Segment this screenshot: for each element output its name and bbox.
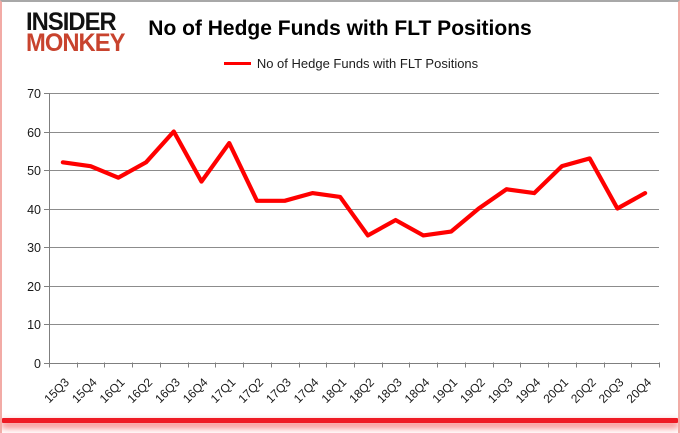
x-tick-label: 16Q3	[152, 375, 183, 406]
legend-line-marker	[223, 62, 251, 65]
series-line	[60, 129, 648, 238]
y-tick-label: 50	[27, 164, 41, 178]
logo-text-monkey: MONKEY	[26, 29, 125, 57]
y-tick-label: 0	[34, 357, 41, 371]
x-tick-label: 17Q2	[235, 375, 266, 406]
insider-monkey-logo: INSIDER MONKEY	[26, 8, 125, 57]
x-tick-label: 19Q4	[513, 375, 544, 406]
x-tick-label: 18Q4	[402, 375, 433, 406]
x-tick-label: 15Q4	[69, 375, 100, 406]
chart-legend: No of Hedge Funds with FLT Positions	[24, 56, 678, 71]
x-tick-label: 20Q3	[596, 375, 627, 406]
x-tick-label: 20Q1	[540, 375, 571, 406]
y-tick-label: 10	[27, 318, 41, 332]
y-tick-label: 70	[27, 87, 41, 101]
x-tick-label: 17Q4	[291, 375, 322, 406]
y-tick-label: 40	[27, 203, 41, 217]
x-tick-label: 19Q1	[430, 375, 461, 406]
logo-text-insider: INSIDER	[26, 8, 117, 36]
x-tick-label: 17Q1	[208, 375, 239, 406]
x-tick-label: 20Q2	[568, 375, 599, 406]
x-tick-label: 15Q3	[41, 375, 72, 406]
bottom-red-bar	[2, 418, 678, 423]
x-tick-label: 18Q2	[346, 375, 377, 406]
x-tick-label: 19Q3	[485, 375, 516, 406]
chart-title: No of Hedge Funds with FLT Positions	[148, 17, 532, 40]
y-tick-label: 60	[27, 126, 41, 140]
x-tick-label: 20Q4	[624, 375, 655, 406]
y-tick-label: 30	[27, 241, 41, 255]
x-tick-label: 16Q2	[125, 375, 156, 406]
x-tick-label: 19Q2	[457, 375, 488, 406]
x-tick-label: 17Q3	[263, 375, 294, 406]
x-tick-label: 16Q1	[97, 375, 128, 406]
x-tick-label: 16Q4	[180, 375, 211, 406]
y-tick-label: 20	[27, 280, 41, 294]
legend-label: No of Hedge Funds with FLT Positions	[256, 56, 479, 71]
x-tick-label: 18Q3	[374, 375, 405, 406]
x-tick-label: 18Q1	[319, 375, 350, 406]
